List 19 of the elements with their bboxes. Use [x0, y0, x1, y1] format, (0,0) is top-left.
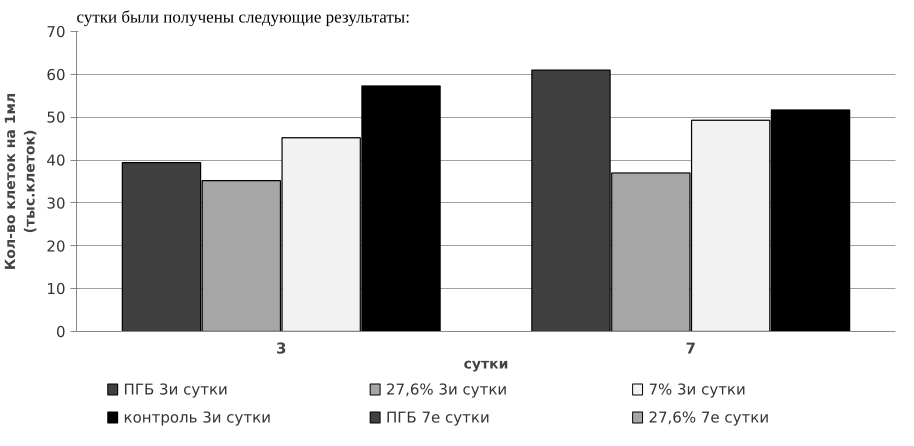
x-tick-label: 7	[686, 340, 696, 358]
legend-label: 7% 3и сутки	[648, 380, 746, 398]
y-tick-label: 30	[46, 194, 66, 212]
y-tick-label: 60	[46, 66, 66, 84]
x-tick-label: 3	[276, 340, 286, 358]
legend-label: ПГБ 3и сутки	[124, 380, 228, 398]
y-tick-label: 0	[56, 323, 66, 341]
legend-label: 27,6% 3и сутки	[386, 380, 508, 398]
text: сутки были получены следующие результаты:	[76, 8, 410, 26]
legend-label: 27,6% 7е сутки	[648, 408, 770, 426]
legend-label: ПГБ 7е сутки	[386, 408, 490, 426]
y-tick-label: 20	[46, 237, 66, 256]
legend-label: контроль 3и сутки	[124, 408, 271, 426]
x-axis-title: сутки	[464, 356, 508, 372]
y-tick-label: 70	[46, 23, 66, 41]
y-tick-label: 10	[46, 280, 66, 298]
y-tick-label: 40	[46, 152, 66, 170]
y-tick-label: 50	[46, 108, 66, 127]
y-axis-title: Кол-во клеток на 1мл (тыс.клеток)	[3, 92, 38, 270]
